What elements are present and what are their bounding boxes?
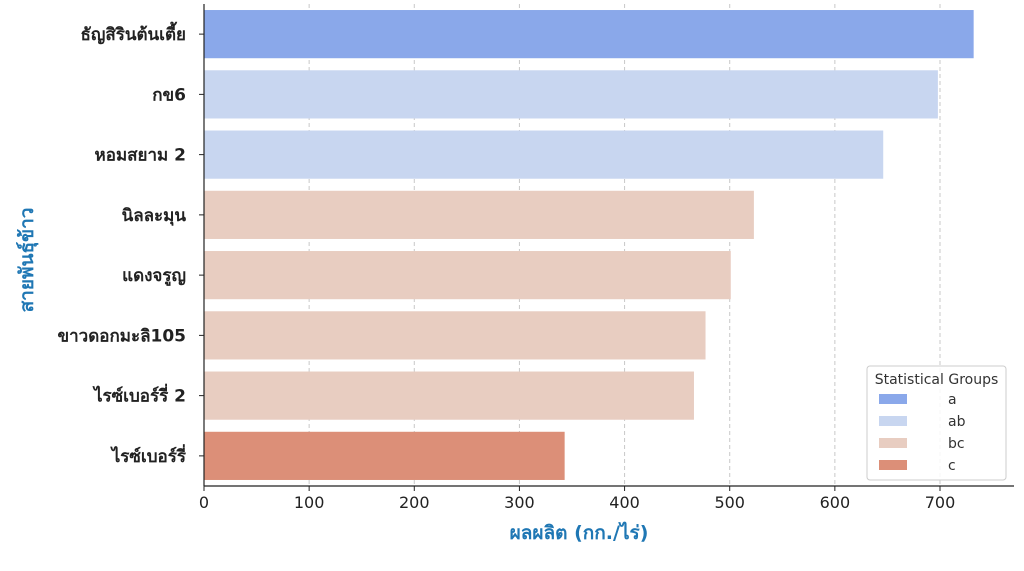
- legend-swatch-a: [879, 394, 907, 404]
- bar-4: [204, 190, 754, 239]
- legend-title: Statistical Groups: [875, 372, 999, 388]
- legend-swatch-bc: [879, 438, 907, 448]
- category-label: ไรซ์เบอร์รี่ 2: [92, 384, 186, 407]
- category-label: แดงจรูญ: [122, 266, 186, 287]
- x-axis-title: ผลผลิต (กก./ไร่): [510, 521, 649, 544]
- category-label: ขาวดอกมะลิ105: [58, 326, 187, 346]
- x-tick-label: 200: [399, 493, 430, 512]
- bar-7: [204, 371, 694, 420]
- bar-3: [204, 130, 884, 179]
- legend-items: a ab bc c: [879, 392, 966, 474]
- category-label: ธัญสิรินต้นเตี้ย: [81, 21, 186, 45]
- legend-swatch-ab: [879, 416, 907, 426]
- bar-5: [204, 251, 731, 300]
- legend-label: bc: [948, 436, 965, 452]
- category-label: ไรซ์เบอร์รี่: [110, 444, 187, 467]
- category-label: หอมสยาม 2: [95, 146, 186, 166]
- x-tick-label: 0: [199, 493, 209, 512]
- legend-label: a: [948, 392, 957, 408]
- legend-swatch-c: [879, 460, 907, 470]
- x-tick-label: 300: [504, 493, 535, 512]
- x-tick-label: 100: [294, 493, 325, 512]
- x-tick-label: 400: [609, 493, 640, 512]
- legend-label: c: [948, 458, 956, 474]
- x-ticks: 0 100 200 300 400 500 600 700: [199, 486, 955, 512]
- axes: [203, 4, 1014, 487]
- bars: [204, 10, 974, 480]
- bar-8: [204, 431, 565, 480]
- x-tick-label: 700: [925, 493, 956, 512]
- x-tick-label: 500: [714, 493, 745, 512]
- bar-6: [204, 311, 706, 360]
- legend-label: ab: [948, 414, 966, 430]
- bar-1: [204, 10, 974, 59]
- category-label: นิลละมุน: [122, 206, 187, 226]
- bar-2: [204, 70, 938, 119]
- y-axis-title: สายพันธุ์ข้าว: [16, 208, 39, 313]
- category-label: กข6: [152, 85, 186, 105]
- legend: Statistical Groups a ab bc c: [866, 365, 1007, 481]
- x-tick-label: 600: [820, 493, 851, 512]
